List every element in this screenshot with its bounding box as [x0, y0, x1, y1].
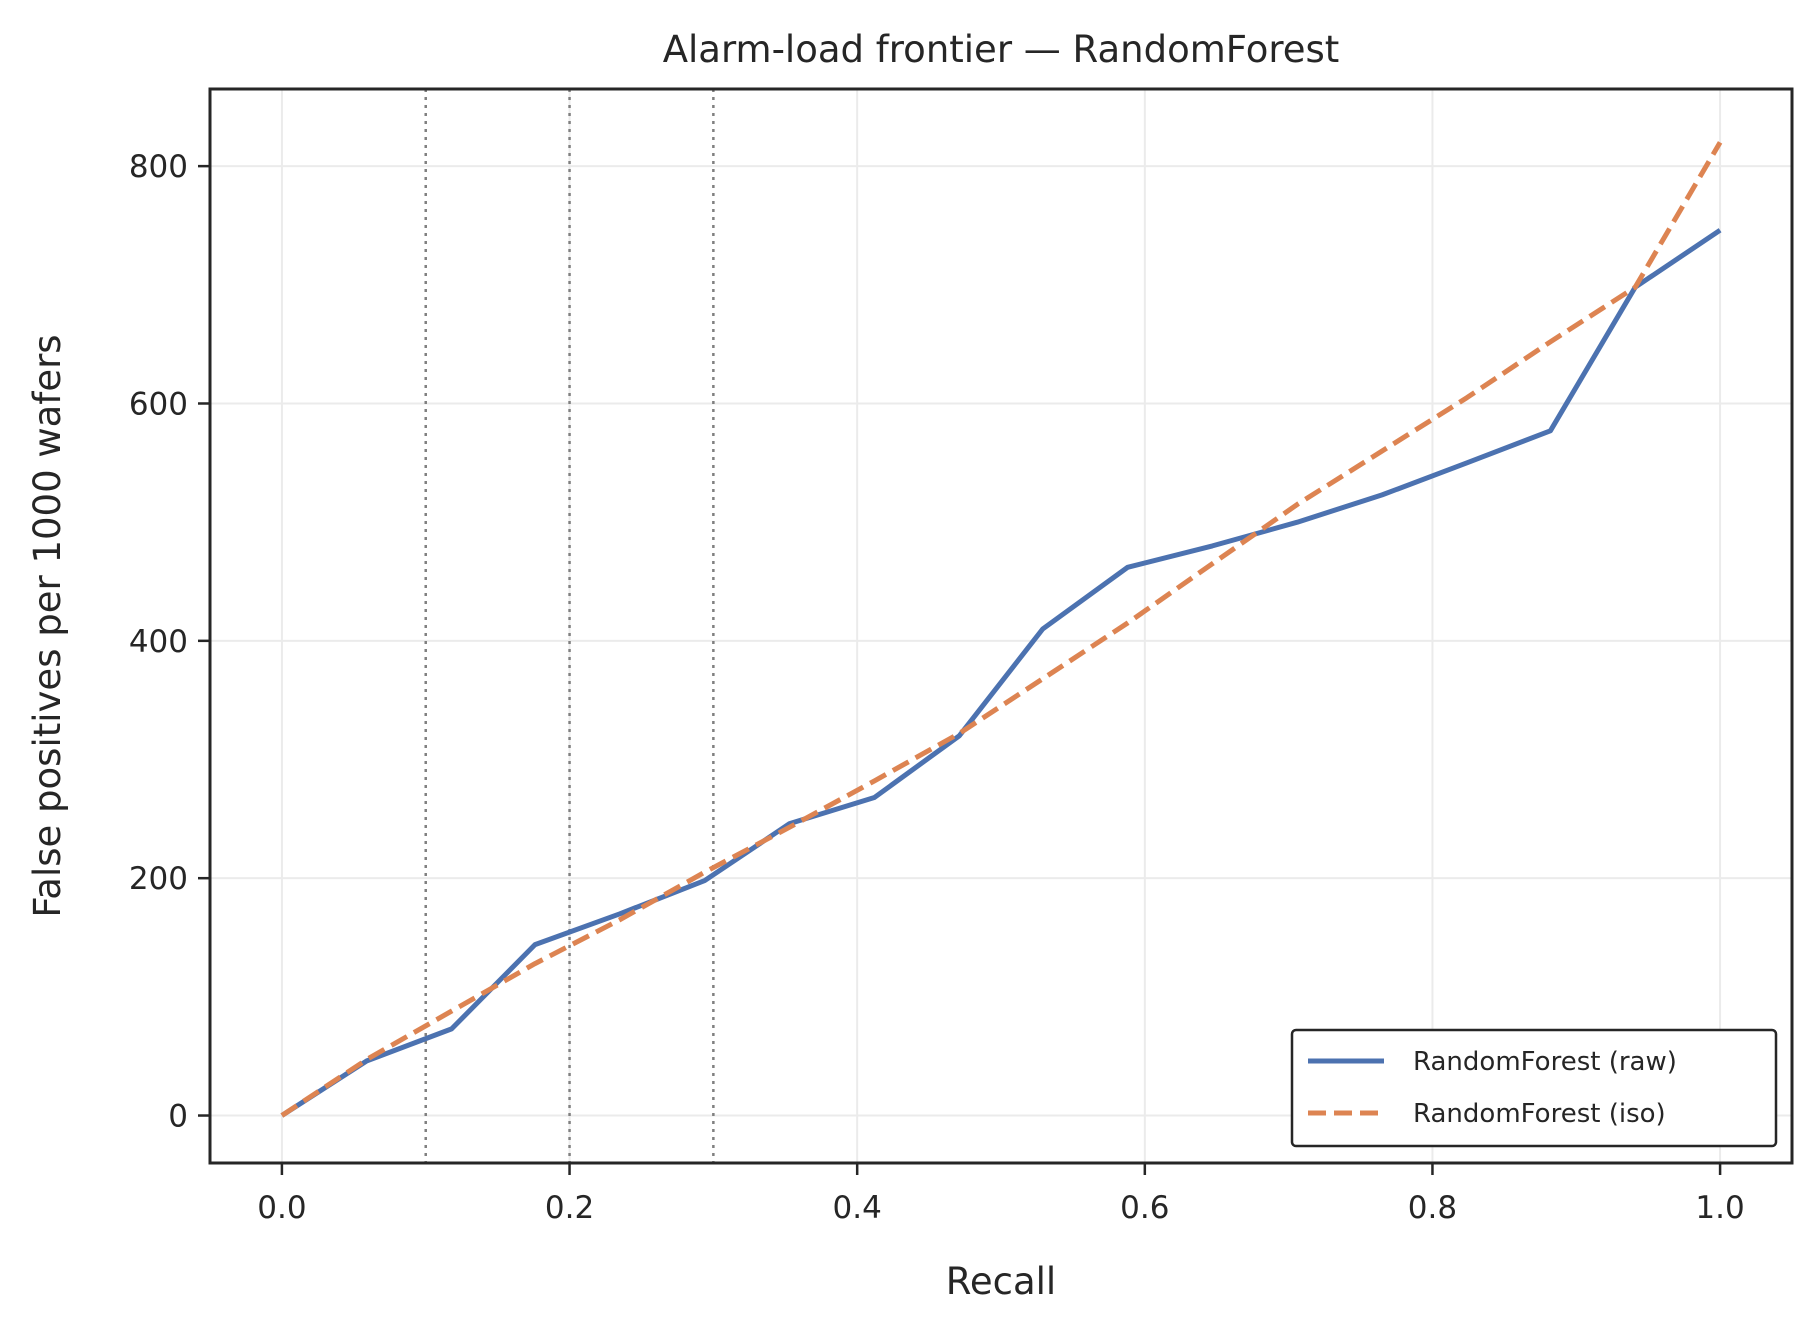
legend-box: [1290, 1028, 1778, 1148]
y-tick-label-2: 400: [129, 624, 188, 660]
legend-label-iso: RandomForest (iso): [1413, 1099, 1666, 1129]
x-tick-label-0: 0.0: [257, 1190, 306, 1226]
x-tick-label-4: 0.8: [1408, 1190, 1457, 1226]
plot-frame: [208, 87, 1794, 1165]
reference-lines: [424, 89, 715, 1163]
y-axis-ticks: 0 200 400 600 800: [129, 149, 210, 1135]
x-axis-label: Recall: [946, 1260, 1056, 1303]
y-tick-label-4: 800: [129, 149, 188, 185]
y-axis-label: False positives per 1000 wafers: [26, 334, 69, 917]
x-tick-label-3: 0.6: [1120, 1190, 1169, 1226]
y-tick-label-0: 0: [168, 1099, 188, 1135]
series-line-raw: [280, 228, 1722, 1118]
x-axis-ticks: 0.0 0.2 0.4 0.6 0.8 1.0: [257, 1163, 1745, 1226]
legend: RandomForest (raw) RandomForest (iso): [1290, 1028, 1778, 1148]
series-line-iso: [280, 141, 1723, 1118]
grid: [210, 89, 1792, 1163]
legend-label-raw: RandomForest (raw): [1413, 1047, 1677, 1077]
y-tick-label-1: 200: [129, 861, 188, 897]
x-tick-label-2: 0.4: [833, 1190, 882, 1226]
y-tick-label-3: 600: [129, 386, 188, 422]
series-lines: [280, 141, 1723, 1118]
chart-title: Alarm-load frontier — RandomForest: [663, 28, 1340, 71]
x-tick-label-5: 1.0: [1695, 1190, 1744, 1226]
x-tick-label-1: 0.2: [545, 1190, 594, 1226]
